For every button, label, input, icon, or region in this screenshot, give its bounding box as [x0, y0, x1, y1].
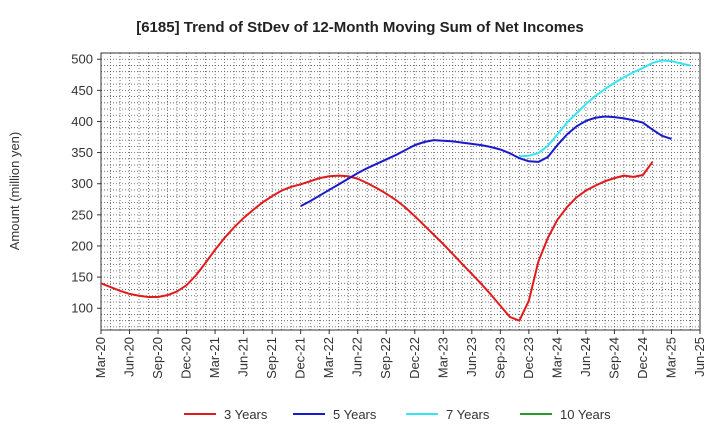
- legend-label-10-years: 10 Years: [560, 407, 611, 422]
- legend-label-3-years: 3 Years: [224, 407, 268, 422]
- y-axis-label: Amount (million yen): [7, 132, 22, 251]
- x-tick-label: Mar-20: [93, 337, 108, 378]
- x-tick-label: Mar-24: [549, 337, 564, 378]
- series-line-3-years: [100, 161, 654, 322]
- series-line-5-years: [300, 115, 672, 208]
- series-line-7-years: [519, 59, 691, 158]
- x-tick-label: Sep-22: [378, 337, 393, 379]
- x-tick-label: Jun-22: [350, 337, 365, 377]
- y-tick-label: 300: [71, 176, 93, 191]
- x-tick-label: Jun-23: [464, 337, 479, 377]
- x-tick-label: Dec-20: [179, 337, 194, 379]
- legend-label-5-years: 5 Years: [333, 407, 377, 422]
- x-tick-label: Dec-24: [635, 337, 650, 379]
- chart-title: [6185] Trend of StDev of 12-Month Moving…: [136, 19, 584, 36]
- x-tick-label: Mar-25: [663, 337, 678, 378]
- x-tick-label: Jun-20: [122, 337, 137, 377]
- y-tick-label: 450: [71, 83, 93, 98]
- y-tick-label: 150: [71, 270, 93, 285]
- x-tick-label: Mar-23: [435, 337, 450, 378]
- y-tick-label: 500: [71, 52, 93, 67]
- x-tick-label: Jun-24: [578, 337, 593, 377]
- x-tick-label: Dec-22: [407, 337, 422, 379]
- plot-area: 100 150 200 250 300 350 400 450 500 Mar-20 Jun-20 S…: [71, 52, 707, 379]
- x-tick-label: Dec-21: [293, 337, 308, 379]
- plot-background: [101, 53, 700, 330]
- x-tick-label: Sep-21: [264, 337, 279, 379]
- x-tick-label: Sep-24: [606, 337, 621, 379]
- x-tick-label: Sep-20: [150, 337, 165, 379]
- x-tick-label: Mar-21: [207, 337, 222, 378]
- y-tick-label: 250: [71, 207, 93, 222]
- legend: 3 Years 5 Years 7 Years 10 Years: [184, 407, 611, 422]
- x-tick-label: Dec-23: [521, 337, 536, 379]
- legend-label-7-years: 7 Years: [446, 407, 490, 422]
- y-tick-label: 100: [71, 301, 93, 316]
- x-tick-label: Jun-25: [692, 337, 707, 377]
- y-tick-label: 400: [71, 114, 93, 129]
- x-tick-label: Mar-22: [321, 337, 336, 378]
- y-tick-label: 350: [71, 145, 93, 160]
- x-tick-label: Sep-23: [492, 337, 507, 379]
- y-tick-label: 200: [71, 238, 93, 253]
- x-tick-label: Jun-21: [236, 337, 251, 377]
- plot-border: [100, 52, 701, 331]
